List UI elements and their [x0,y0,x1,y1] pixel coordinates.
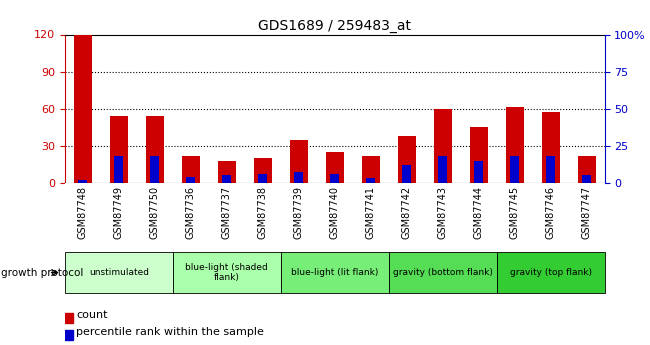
Bar [187,177,196,183]
Bar [434,109,452,183]
Title: GDS1689 / 259483_at: GDS1689 / 259483_at [258,19,411,33]
Bar [182,156,200,183]
Text: percentile rank within the sample: percentile rank within the sample [76,327,264,337]
Text: blue-light (lit flank): blue-light (lit flank) [291,268,378,277]
Text: GSM87738: GSM87738 [258,186,268,239]
Bar [254,158,272,183]
Text: GSM87741: GSM87741 [366,186,376,239]
Text: GSM87749: GSM87749 [114,186,124,239]
Bar [290,140,308,183]
Text: count: count [76,310,108,319]
Text: GSM87736: GSM87736 [186,186,196,239]
Bar [65,331,73,340]
Bar [546,156,555,183]
Bar [218,161,236,183]
Bar [402,165,411,183]
Bar [79,180,88,183]
Bar [330,174,339,183]
Bar [582,176,591,183]
Bar [146,116,164,183]
Bar [110,116,128,183]
Text: GSM87750: GSM87750 [150,186,160,239]
Bar [438,156,447,183]
Text: unstimulated: unstimulated [89,268,149,277]
Text: GSM87744: GSM87744 [474,186,484,239]
Bar [222,176,231,183]
Text: gravity (bottom flank): gravity (bottom flank) [393,268,493,277]
Text: GSM87743: GSM87743 [437,186,448,239]
Bar [281,252,389,293]
Bar [510,156,519,183]
Bar [361,156,380,183]
Bar [474,161,483,183]
Text: GSM87748: GSM87748 [78,186,88,239]
Text: GSM87747: GSM87747 [582,186,592,239]
Bar [389,252,497,293]
Bar [497,252,604,293]
Bar [398,136,416,183]
Text: GSM87745: GSM87745 [510,186,519,239]
Text: growth protocol: growth protocol [1,268,83,277]
Text: GSM87742: GSM87742 [402,186,411,239]
Bar [326,152,344,183]
Bar [294,172,304,183]
Text: gravity (top flank): gravity (top flank) [510,268,592,277]
Text: GSM87746: GSM87746 [545,186,556,239]
Bar [74,34,92,183]
Bar [366,178,375,183]
Bar [150,156,159,183]
Bar [577,156,595,183]
Text: GSM87739: GSM87739 [294,186,304,239]
Bar [65,313,73,323]
Bar [114,156,124,183]
Bar [258,174,267,183]
Bar [173,252,281,293]
Bar [65,252,173,293]
Text: blue-light (shaded
flank): blue-light (shaded flank) [185,263,268,282]
Bar [470,127,488,183]
Bar [541,112,560,183]
Text: GSM87740: GSM87740 [330,186,340,239]
Bar [506,107,524,183]
Text: GSM87737: GSM87737 [222,186,232,239]
